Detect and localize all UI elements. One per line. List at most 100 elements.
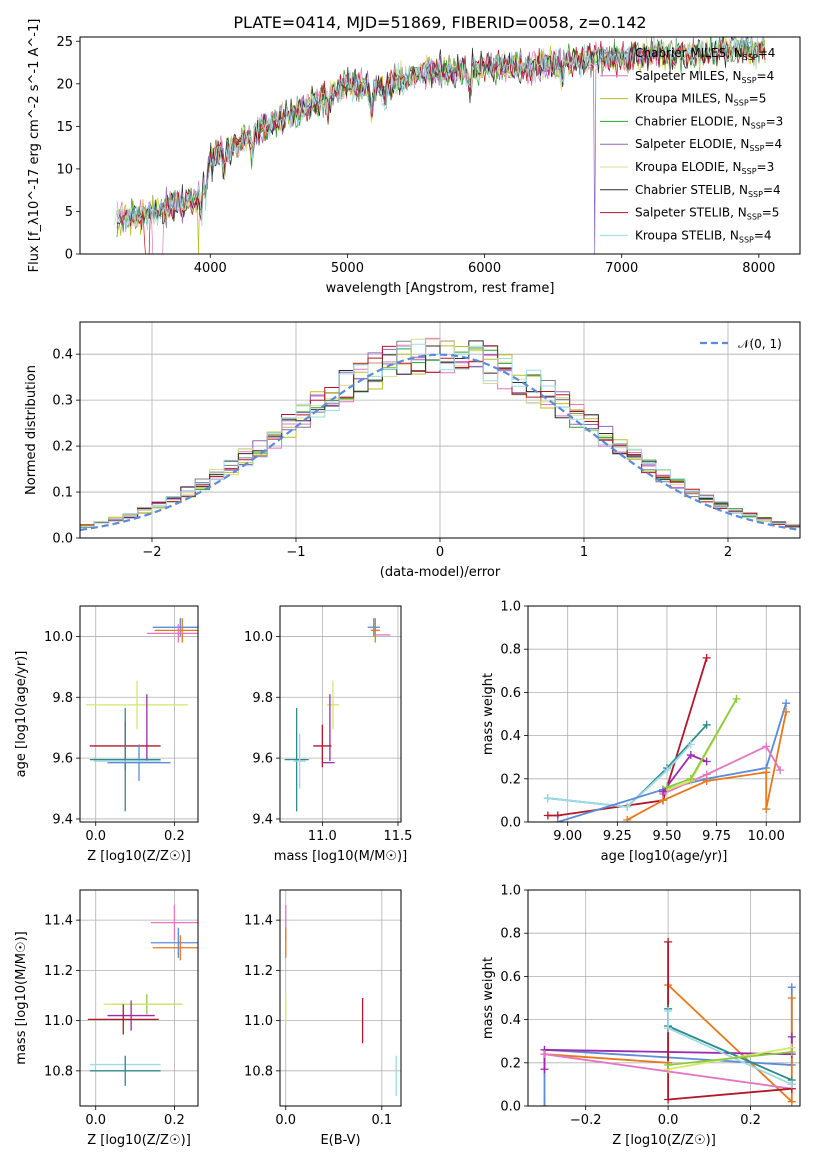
age_vs_mass-xlabel: mass [log10(M/M☉)] (274, 849, 407, 864)
residuals-xtick-label: −1 (286, 545, 305, 560)
legend-label-count: =4 (757, 69, 775, 83)
age_vs_Z-ylabel: age [log10(age/yr)] (14, 651, 29, 778)
weight_vs_age-xtick-label: 9.75 (702, 829, 731, 844)
mass-weight-marker (686, 751, 695, 760)
residual-histogram (80, 343, 800, 527)
spectrum-series-line (116, 40, 661, 254)
weight_vs_Z-ytick-label: 0.2 (500, 1056, 521, 1071)
mass_vs_Z-ytick-label: 11.4 (44, 914, 73, 929)
mass-weight-marker (776, 766, 785, 775)
weight_vs_Z-xlabel: Z [log10(Z/Z☉)] (612, 1133, 716, 1148)
mass_vs_Z-panel: 0.0 0.2 10.8 11.0 11.2 11.4 Z [log10(Z/Z☉)] mas… (14, 889, 199, 1148)
weight_vs_Z-ytick-label: 0.0 (500, 1100, 521, 1115)
mass_vs_Z-ytick-label: 11.0 (44, 1014, 73, 1029)
legend-label-text: Kroupa ELODIE, N (635, 160, 742, 174)
mass_vs_ebv-frame (279, 889, 402, 1107)
mass-weight-marker (553, 818, 562, 822)
spectrum-xtick-label: 5000 (331, 261, 364, 276)
residual-histogram (80, 338, 800, 527)
mass_vs_Z-ylabel: mass [log10(M/M☉)] (14, 931, 29, 1064)
spectrum-ytick-label: 5 (65, 205, 73, 220)
weight_vs_Z-frame (527, 889, 801, 1107)
residuals-ytick-label: 0.1 (52, 486, 73, 501)
weight_vs_age-ylabel: mass weight (481, 673, 496, 755)
mass_vs_ebv-xlabel: E(B-V) (320, 1133, 360, 1148)
mass-weight-line (547, 657, 708, 817)
normal-distribution-line (80, 353, 800, 531)
residual-legend-label: 𝒩(0, 1) (738, 337, 782, 351)
mass_vs_Z-frame (79, 889, 199, 1107)
legend-label-text: Salpeter MILES, N (635, 69, 742, 83)
weight_vs_Z-ytick-label: 0.6 (500, 970, 521, 985)
mass-weight-marker (664, 1095, 673, 1104)
mass_vs_Z-plot-area (87, 905, 198, 1086)
legend-label-text: Kroupa MILES, N (635, 92, 734, 106)
mass-weight-marker (662, 783, 671, 792)
mass-weight-marker (787, 994, 796, 1002)
mass_vs_Z-ytick-label: 10.8 (44, 1064, 73, 1079)
mass-weight-marker (543, 811, 552, 820)
age_vs_Z-ytick-label: 9.6 (52, 752, 73, 767)
mass_vs_ebv-ytick-label: 11.4 (244, 914, 273, 929)
weight_vs_age-xtick-label: 10.00 (748, 829, 785, 844)
age_vs_mass-xtick-label: 11.0 (308, 829, 337, 844)
spectrum-xtick-label: 6000 (468, 261, 501, 276)
residuals-ytick-label: 0.4 (52, 348, 73, 363)
spectrum-legend-label: Kroupa ELODIE, NSSP=3 (635, 160, 774, 176)
residuals-xtick-label: 2 (724, 545, 732, 560)
legend-label-subscript: SSP (742, 167, 757, 176)
legend-label-subscript: SSP (747, 213, 762, 222)
weight_vs_Z-panel: −0.2 0.0 0.2 0.0 0.2 0.4 0.6 0.8 1.0 Z [log10(Z/Z… (481, 884, 801, 1148)
weight_vs_Z-ytick-label: 0.8 (500, 927, 521, 942)
spectrum-frame (79, 36, 801, 255)
weight_vs_age-ytick-label: 1.0 (500, 600, 521, 615)
mass-weight-marker (540, 1102, 549, 1106)
mass-weight-marker (762, 742, 771, 751)
legend-label-text: Salpeter STELIB, N (635, 206, 747, 220)
mass_vs_ebv-ytick-label: 11.0 (244, 1014, 273, 1029)
age_vs_Z-plot-area (85, 618, 198, 812)
age_vs_mass-panel: 11.0 11.5 9.4 9.6 9.8 10.0 mass [log10(M/M☉)] (244, 605, 412, 864)
spectrum-ytick-label: 10 (56, 162, 73, 177)
spectrum-title: PLATE=0414, MJD=51869, FIBERID=0058, z=0… (233, 13, 646, 32)
spectrum-legend-label: Salpeter MILES, NSSP=4 (635, 69, 774, 85)
mass-weight-marker (702, 720, 711, 729)
spectrum-xlabel: wavelength [Angstrom, rest frame] (326, 281, 555, 296)
weight_vs_Z-xtick-label: −0.2 (570, 1113, 602, 1128)
age_vs_Z-ytick-label: 10.0 (44, 630, 73, 645)
mass-weight-line (626, 711, 787, 821)
residuals-frame (79, 321, 801, 539)
legend-label-count: =5 (749, 92, 767, 106)
legend-label-count: =3 (757, 160, 775, 174)
mass-weight-marker (787, 1032, 796, 1041)
age_vs_Z-ytick-label: 9.4 (52, 812, 73, 827)
weight_vs_age-ytick-label: 0.4 (500, 729, 521, 744)
age_vs_Z-xlabel: Z [log10(Z/Z☉)] (87, 849, 191, 864)
residuals-ytick-label: 0.0 (52, 532, 73, 547)
mass-weight-marker (787, 1080, 796, 1089)
mass_vs_Z-xtick-label: 0.0 (85, 1113, 106, 1128)
weight_vs_age-ytick-label: 0.2 (500, 772, 521, 787)
spectrum-ylabel: Flux [f_λ10^-17 erg cm^-2 s^-1 A^-1] (27, 19, 42, 273)
legend-label-text: Chabrier ELODIE, N (635, 114, 751, 128)
mass-weight-marker (543, 794, 552, 803)
weight_vs_age-ytick-label: 0.6 (500, 686, 521, 701)
legend-label-count: =3 (766, 114, 784, 128)
mass_vs_ebv-plot-area (285, 905, 397, 1096)
spectrum-legend-label: Kroupa MILES, NSSP=5 (635, 92, 766, 108)
mass-weight-marker (664, 1060, 673, 1069)
mass-weight-marker (540, 1065, 549, 1074)
residuals-xtick-label: 1 (580, 545, 588, 560)
legend-label-subscript: SSP (751, 121, 766, 130)
legend-label-subscript: SSP (742, 76, 757, 85)
residuals-ytick-label: 0.2 (52, 440, 73, 455)
mass-weight-line (667, 1008, 793, 1085)
legend-label-text: Chabrier MILES, N (635, 46, 743, 60)
weight_vs_Z-xtick-label: 0.0 (658, 1113, 679, 1128)
weight_vs_age-panel: 9.00 9.25 9.50 9.75 10.00 0.0 0.2 0.4 0.6 0.8 1.0 a… (481, 600, 801, 864)
age_vs_Z-xtick-label: 0.2 (164, 829, 185, 844)
age_vs_mass-xtick-label: 11.5 (383, 829, 412, 844)
mass-weight-marker (787, 1097, 796, 1106)
spectrum-ytick-label: 15 (56, 120, 73, 135)
